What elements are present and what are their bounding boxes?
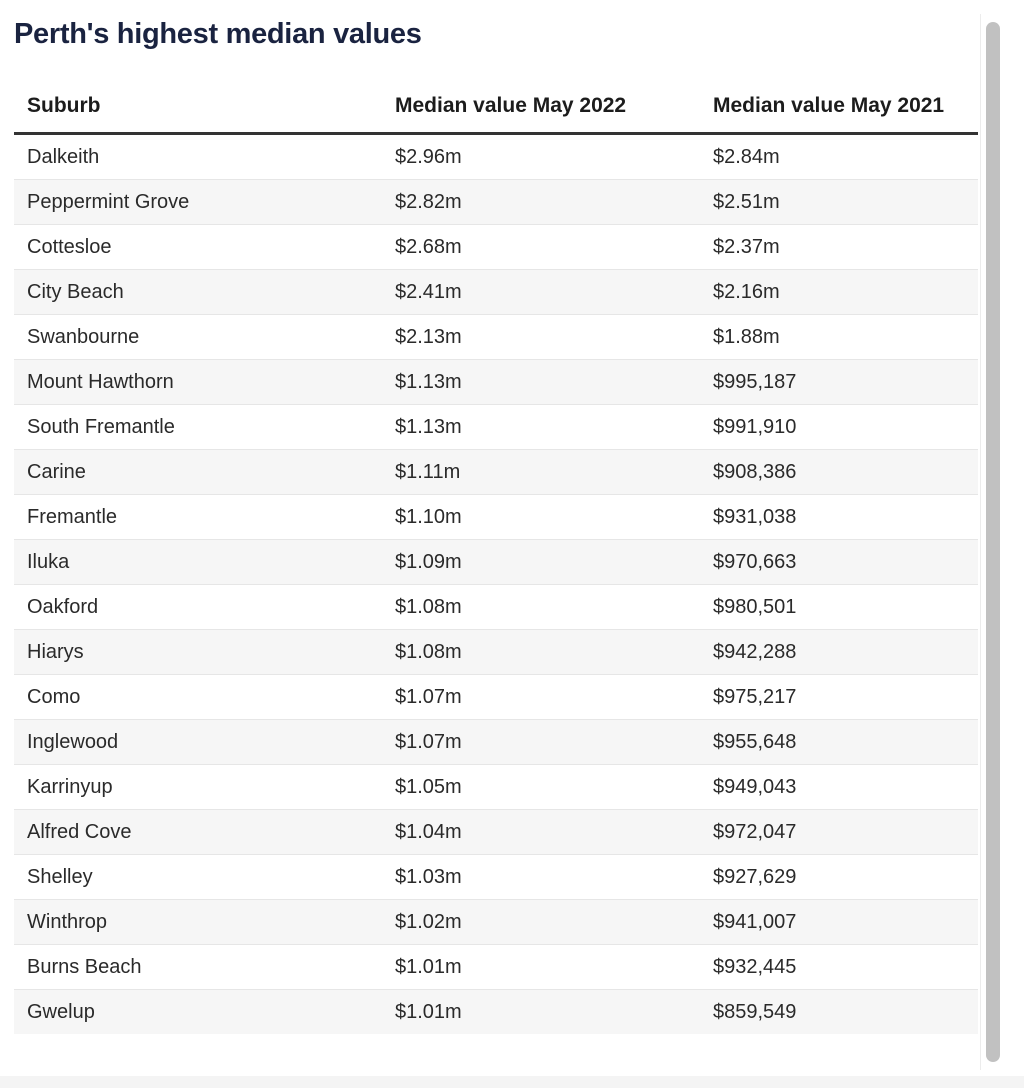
cell-median-2021: $859,549 [700,989,978,1034]
cell-suburb: Karrinyup [14,764,382,810]
cell-median-2022: $2.82m [382,179,700,225]
table-row: Fremantle $1.10m $931,038 [14,494,978,540]
table-container: Suburb Median value May 2022 Median valu… [14,80,978,1034]
cell-suburb: Como [14,674,382,720]
cell-median-2021: $949,043 [700,764,978,810]
cell-median-2021: $991,910 [700,404,978,450]
cell-median-2021: $972,047 [700,809,978,855]
table-row: Winthrop $1.02m $941,007 [14,899,978,945]
cell-median-2021: $2.37m [700,224,978,270]
cell-suburb: Alfred Cove [14,809,382,855]
table-row: Alfred Cove $1.04m $972,047 [14,809,978,855]
cell-median-2022: $2.13m [382,314,700,360]
column-header-median-2022[interactable]: Median value May 2022 [382,80,700,135]
table-title: Perth's highest median values [14,18,422,50]
cell-median-2022: $1.01m [382,944,700,990]
table-row: Oakford $1.08m $980,501 [14,584,978,630]
cell-median-2022: $1.02m [382,899,700,945]
cell-median-2022: $1.08m [382,584,700,630]
cell-suburb: Burns Beach [14,944,382,990]
table-row: Karrinyup $1.05m $949,043 [14,764,978,810]
cell-median-2021: $2.84m [700,133,978,180]
cell-median-2021: $2.16m [700,269,978,315]
cell-suburb: Swanbourne [14,314,382,360]
table-row: Swanbourne $2.13m $1.88m [14,314,978,360]
table-row: Inglewood $1.07m $955,648 [14,719,978,765]
cell-median-2022: $1.13m [382,359,700,405]
cell-median-2022: $1.03m [382,854,700,900]
cell-median-2022: $1.09m [382,539,700,585]
cell-median-2021: $970,663 [700,539,978,585]
cell-median-2021: $975,217 [700,674,978,720]
table-header: Suburb Median value May 2022 Median valu… [14,80,978,135]
table-row: Hiarys $1.08m $942,288 [14,629,978,675]
cell-suburb: City Beach [14,269,382,315]
table-row: Carine $1.11m $908,386 [14,449,978,495]
cell-median-2022: $1.07m [382,674,700,720]
cell-suburb: Mount Hawthorn [14,359,382,405]
table-row: Shelley $1.03m $927,629 [14,854,978,900]
table-row: Burns Beach $1.01m $932,445 [14,944,978,990]
table-body: Dalkeith $2.96m $2.84m Peppermint Grove $2.8… [14,133,978,1034]
cell-median-2022: $1.01m [382,989,700,1034]
header-row: Suburb Median value May 2022 Median valu… [14,80,978,135]
cell-median-2022: $1.05m [382,764,700,810]
cell-suburb: Hiarys [14,629,382,675]
cell-median-2021: $941,007 [700,899,978,945]
cell-median-2021: $995,187 [700,359,978,405]
cell-suburb: Cottesloe [14,224,382,270]
cell-suburb: Carine [14,449,382,495]
column-header-suburb[interactable]: Suburb [14,80,382,135]
cell-suburb: Fremantle [14,494,382,540]
column-header-median-2021[interactable]: Median value May 2021 [700,80,978,135]
cell-median-2022: $1.11m [382,449,700,495]
cell-median-2021: $955,648 [700,719,978,765]
scrollbar-thumb[interactable] [986,22,1000,1062]
cell-median-2022: $1.04m [382,809,700,855]
cell-suburb: Iluka [14,539,382,585]
table-row: Iluka $1.09m $970,663 [14,539,978,585]
table-row: City Beach $2.41m $2.16m [14,269,978,315]
cell-median-2022: $2.96m [382,133,700,180]
cell-median-2021: $1.88m [700,314,978,360]
cell-median-2021: $927,629 [700,854,978,900]
table-row: Gwelup $1.01m $859,549 [14,989,978,1034]
cell-suburb: Oakford [14,584,382,630]
cell-median-2022: $1.13m [382,404,700,450]
bottom-edge [0,1076,1024,1088]
cell-suburb: Dalkeith [14,133,382,180]
table-row: Dalkeith $2.96m $2.84m [14,133,978,180]
cell-median-2021: $932,445 [700,944,978,990]
cell-median-2021: $980,501 [700,584,978,630]
table-row: Como $1.07m $975,217 [14,674,978,720]
table-row: Cottesloe $2.68m $2.37m [14,224,978,270]
cell-suburb: Shelley [14,854,382,900]
cell-median-2022: $1.08m [382,629,700,675]
table-row: South Fremantle $1.13m $991,910 [14,404,978,450]
cell-suburb: Inglewood [14,719,382,765]
cell-median-2022: $1.10m [382,494,700,540]
cell-median-2022: $1.07m [382,719,700,765]
cell-suburb: Gwelup [14,989,382,1034]
cell-median-2022: $2.41m [382,269,700,315]
table-row: Mount Hawthorn $1.13m $995,187 [14,359,978,405]
cell-median-2021: $908,386 [700,449,978,495]
cell-median-2021: $942,288 [700,629,978,675]
cell-suburb: Winthrop [14,899,382,945]
cell-median-2022: $2.68m [382,224,700,270]
cell-suburb: Peppermint Grove [14,179,382,225]
cell-median-2021: $931,038 [700,494,978,540]
median-values-table: Suburb Median value May 2022 Median valu… [14,80,978,1034]
table-row: Peppermint Grove $2.82m $2.51m [14,179,978,225]
cell-median-2021: $2.51m [700,179,978,225]
cell-suburb: South Fremantle [14,404,382,450]
